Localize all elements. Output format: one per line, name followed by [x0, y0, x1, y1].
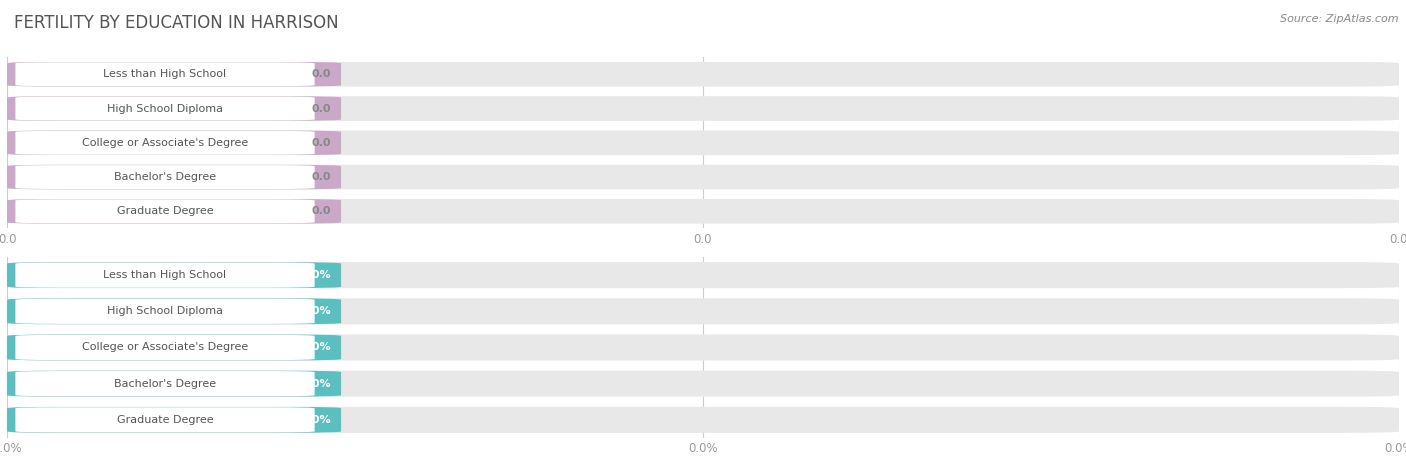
- Text: 0.0: 0.0: [312, 69, 332, 79]
- FancyBboxPatch shape: [7, 62, 1399, 87]
- FancyBboxPatch shape: [7, 96, 1399, 121]
- FancyBboxPatch shape: [15, 199, 315, 223]
- Text: 0.0%: 0.0%: [301, 270, 332, 280]
- FancyBboxPatch shape: [15, 335, 315, 360]
- Text: Graduate Degree: Graduate Degree: [117, 206, 214, 217]
- FancyBboxPatch shape: [7, 62, 342, 87]
- Text: 0.0: 0.0: [312, 103, 332, 114]
- Text: 0.0: 0.0: [312, 138, 332, 148]
- Text: High School Diploma: High School Diploma: [107, 103, 224, 114]
- FancyBboxPatch shape: [15, 62, 315, 86]
- FancyBboxPatch shape: [7, 407, 1399, 433]
- FancyBboxPatch shape: [7, 199, 342, 224]
- FancyBboxPatch shape: [7, 130, 342, 155]
- Text: Less than High School: Less than High School: [104, 270, 226, 280]
- Text: 0.0%: 0.0%: [301, 306, 332, 317]
- FancyBboxPatch shape: [7, 335, 1399, 360]
- Text: Source: ZipAtlas.com: Source: ZipAtlas.com: [1281, 14, 1399, 24]
- FancyBboxPatch shape: [7, 335, 342, 360]
- FancyBboxPatch shape: [7, 298, 1399, 324]
- FancyBboxPatch shape: [15, 371, 315, 396]
- Text: 0.0%: 0.0%: [301, 342, 332, 353]
- FancyBboxPatch shape: [7, 298, 342, 324]
- FancyBboxPatch shape: [15, 165, 315, 189]
- FancyBboxPatch shape: [7, 96, 342, 121]
- FancyBboxPatch shape: [7, 371, 1399, 397]
- FancyBboxPatch shape: [15, 407, 315, 432]
- Text: 0.0%: 0.0%: [301, 415, 332, 425]
- FancyBboxPatch shape: [15, 263, 315, 288]
- Text: College or Associate's Degree: College or Associate's Degree: [82, 342, 247, 353]
- FancyBboxPatch shape: [15, 299, 315, 324]
- Text: 0.0%: 0.0%: [301, 378, 332, 389]
- FancyBboxPatch shape: [7, 130, 1399, 155]
- Text: FERTILITY BY EDUCATION IN HARRISON: FERTILITY BY EDUCATION IN HARRISON: [14, 14, 339, 32]
- Text: 0.0: 0.0: [312, 172, 332, 182]
- Text: Less than High School: Less than High School: [104, 69, 226, 79]
- Text: Graduate Degree: Graduate Degree: [117, 415, 214, 425]
- FancyBboxPatch shape: [7, 371, 342, 397]
- FancyBboxPatch shape: [7, 407, 342, 433]
- Text: 0.0: 0.0: [312, 206, 332, 217]
- Text: College or Associate's Degree: College or Associate's Degree: [82, 138, 247, 148]
- FancyBboxPatch shape: [7, 262, 342, 288]
- FancyBboxPatch shape: [7, 165, 1399, 189]
- FancyBboxPatch shape: [7, 199, 1399, 224]
- FancyBboxPatch shape: [7, 262, 1399, 288]
- Text: Bachelor's Degree: Bachelor's Degree: [114, 378, 217, 389]
- FancyBboxPatch shape: [7, 165, 342, 189]
- Text: Bachelor's Degree: Bachelor's Degree: [114, 172, 217, 182]
- FancyBboxPatch shape: [15, 131, 315, 155]
- Text: High School Diploma: High School Diploma: [107, 306, 224, 317]
- FancyBboxPatch shape: [15, 97, 315, 120]
